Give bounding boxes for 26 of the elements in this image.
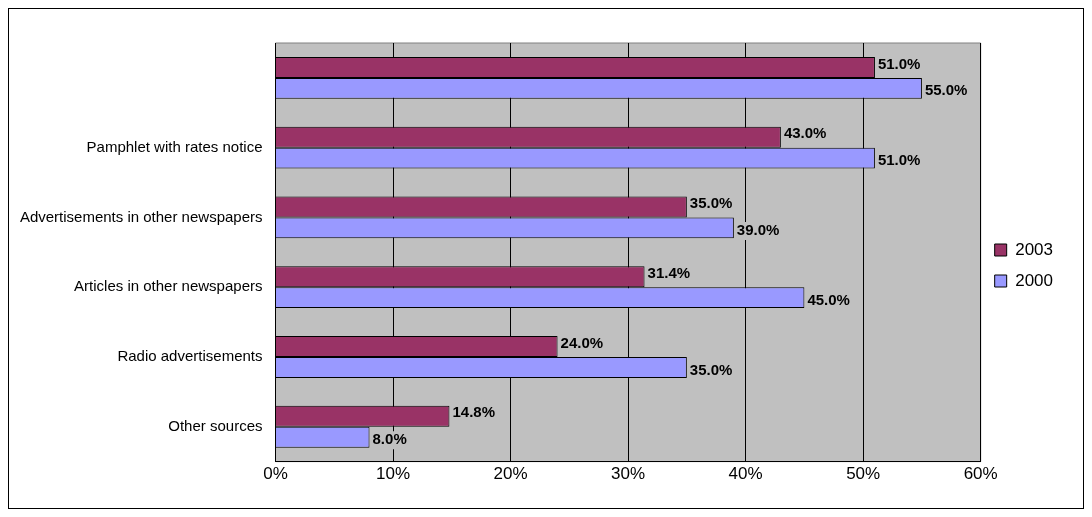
data-label: 8.0%	[372, 430, 407, 448]
x-tick-label: 20%	[493, 464, 528, 484]
data-label: 43.0%	[783, 124, 827, 142]
data-label: 35.0%	[689, 360, 733, 378]
data-label: 14.8%	[452, 403, 495, 421]
legend-label: 2000	[1015, 270, 1054, 290]
data-label: 39.0%	[736, 221, 780, 239]
y-tick-label: Pamphlet with rates notice	[86, 137, 263, 155]
x-tick-label: 10%	[376, 464, 411, 484]
data-label: 51.0%	[877, 151, 921, 169]
data-label: 35.0%	[689, 194, 733, 212]
data-label: 45.0%	[807, 290, 850, 308]
x-tick-label: 30%	[611, 464, 646, 484]
x-tick-label: 50%	[846, 464, 881, 484]
x-tick-label: 0%	[263, 464, 288, 484]
data-label: 24.0%	[560, 333, 604, 351]
y-tick-label: Articles in other newspapers	[74, 277, 263, 295]
data-label: 55.0%	[924, 81, 968, 99]
y-tick-label: Advertisements in other newspapers	[19, 207, 263, 225]
legend-label: 2003	[1015, 239, 1054, 259]
y-tick-label: Other sources	[168, 416, 263, 434]
data-label: 31.4%	[647, 263, 691, 281]
x-tick-label: 60%	[963, 464, 998, 484]
x-tick-label: 40%	[728, 464, 763, 484]
y-tick-label: Radio advertisements	[117, 347, 263, 365]
data-label: 51.0%	[877, 54, 921, 72]
